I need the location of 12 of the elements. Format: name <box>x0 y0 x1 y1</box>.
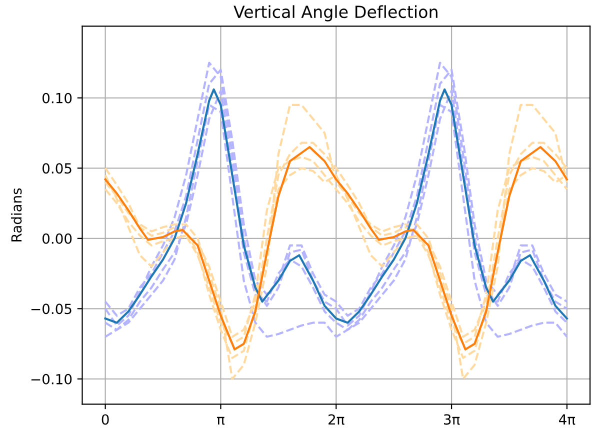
x-tick-label: 0 <box>102 414 109 425</box>
y-axis-title: Radians <box>10 188 22 242</box>
y-tick-label: 0.05 <box>42 163 72 174</box>
y-tick-label: 0.00 <box>42 233 72 244</box>
chart-title: Vertical Angle Deflection <box>234 5 438 22</box>
y-tick-label: −0.05 <box>31 304 72 314</box>
x-tick-label: 4π <box>559 414 576 425</box>
x-tick-label: π <box>217 416 225 425</box>
y-tick-label: 0.10 <box>42 92 72 104</box>
x-tick-label: 3π <box>444 414 460 425</box>
x-tick-label: 2π <box>328 414 344 425</box>
y-tick-label: −0.10 <box>31 374 72 384</box>
